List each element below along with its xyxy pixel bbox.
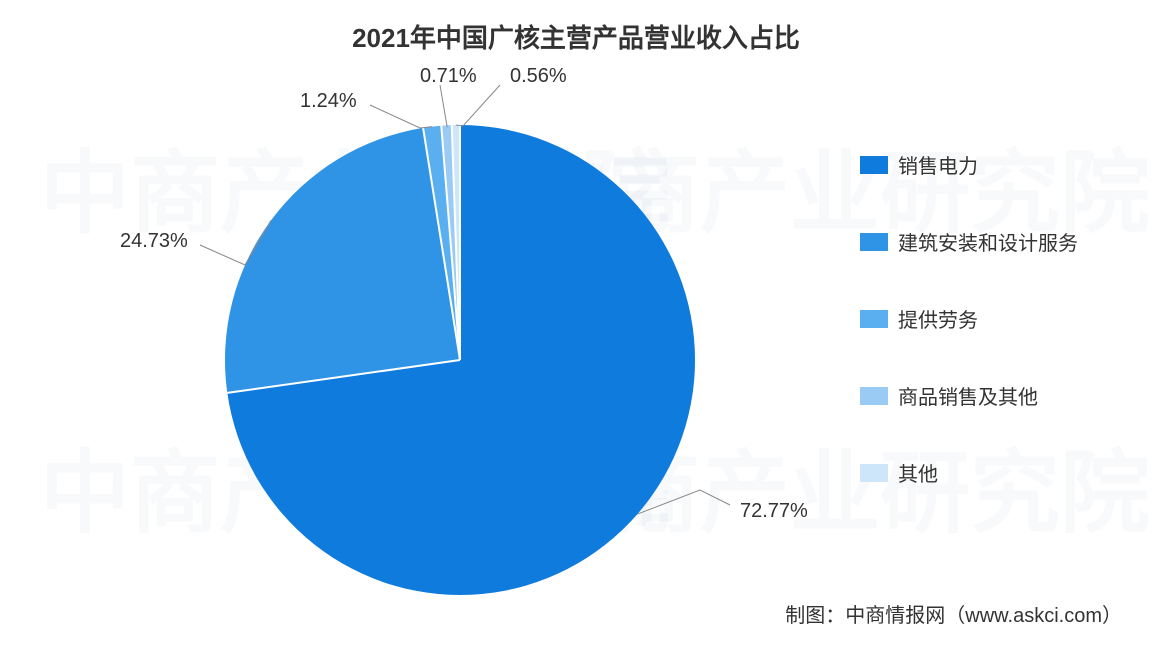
legend-swatch <box>860 233 888 251</box>
slice-pct-label: 72.77% <box>740 500 808 523</box>
legend-label: 其他 <box>898 458 938 487</box>
legend-label: 商品销售及其他 <box>898 381 1038 410</box>
legend-item: 提供劳务 <box>860 304 1078 333</box>
legend-label: 建筑安装和设计服务 <box>898 227 1078 256</box>
slice-pct-label: 0.71% <box>420 65 477 88</box>
legend-item: 销售电力 <box>860 150 1078 179</box>
slice-pct-label: 24.73% <box>120 230 188 253</box>
legend-swatch <box>860 310 888 328</box>
legend-swatch <box>860 387 888 405</box>
legend-item: 建筑安装和设计服务 <box>860 227 1078 256</box>
legend-item: 其他 <box>860 458 1078 487</box>
legend-label: 销售电力 <box>898 150 978 179</box>
legend-swatch <box>860 156 888 174</box>
slice-pct-label: 0.56% <box>510 65 567 88</box>
legend-swatch <box>860 464 888 482</box>
credit-line: 制图：中商情报网（www.askci.com） <box>785 599 1122 628</box>
legend-label: 提供劳务 <box>898 304 978 333</box>
slice-pct-label: 1.24% <box>300 90 357 113</box>
legend: 销售电力建筑安装和设计服务提供劳务商品销售及其他其他 <box>860 150 1078 487</box>
legend-item: 商品销售及其他 <box>860 381 1078 410</box>
